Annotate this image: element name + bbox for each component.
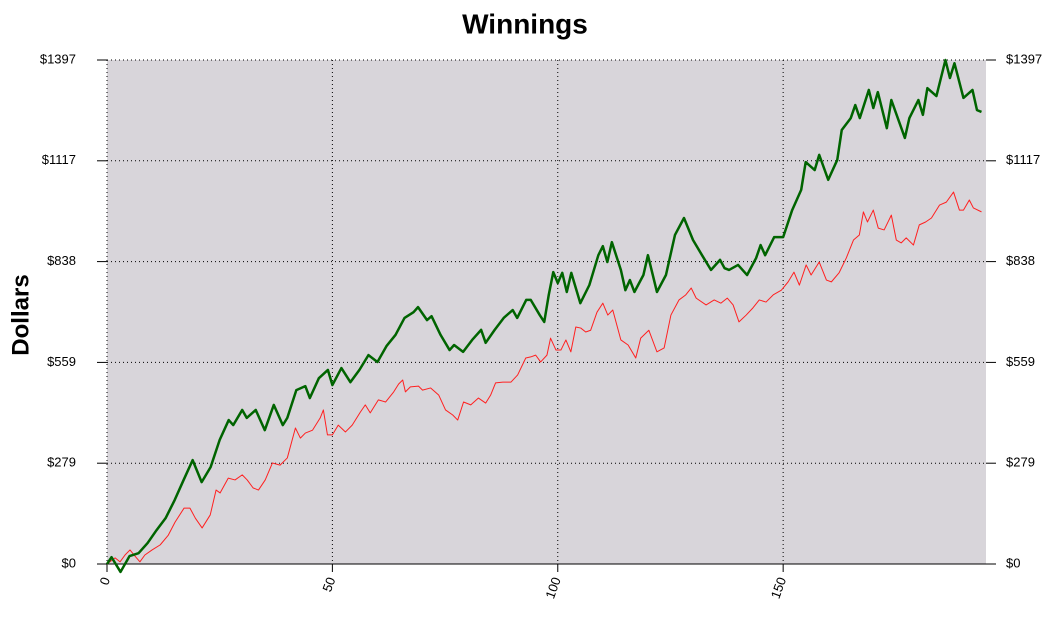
y-tick-label: $1397	[40, 51, 76, 66]
x-tick-label: 50	[319, 575, 338, 594]
y-tick-label: $838	[47, 253, 76, 268]
y2-tick-label: $559	[1006, 354, 1035, 369]
chart-title: Winnings	[462, 8, 588, 39]
x-tick-label: 0	[96, 575, 113, 587]
series-line	[106, 191, 982, 565]
y2-tick-label: $0	[1006, 555, 1020, 570]
x-tick-label: 100	[542, 575, 564, 601]
y2-tick-label: $838	[1006, 253, 1035, 268]
y-tick-label: $279	[47, 455, 76, 470]
y-tick-label: $559	[47, 354, 76, 369]
y2-tick-label: $1117	[1006, 152, 1040, 167]
series-line	[105, 58, 982, 574]
y-tick-label: $1117	[42, 152, 76, 167]
x-tick-label: 150	[768, 575, 790, 601]
y-axis-label: Dollars	[7, 274, 34, 355]
y2-tick-label: $1397	[1006, 51, 1042, 66]
y2-tick-label: $279	[1006, 455, 1035, 470]
y-tick-label: $0	[62, 555, 76, 570]
